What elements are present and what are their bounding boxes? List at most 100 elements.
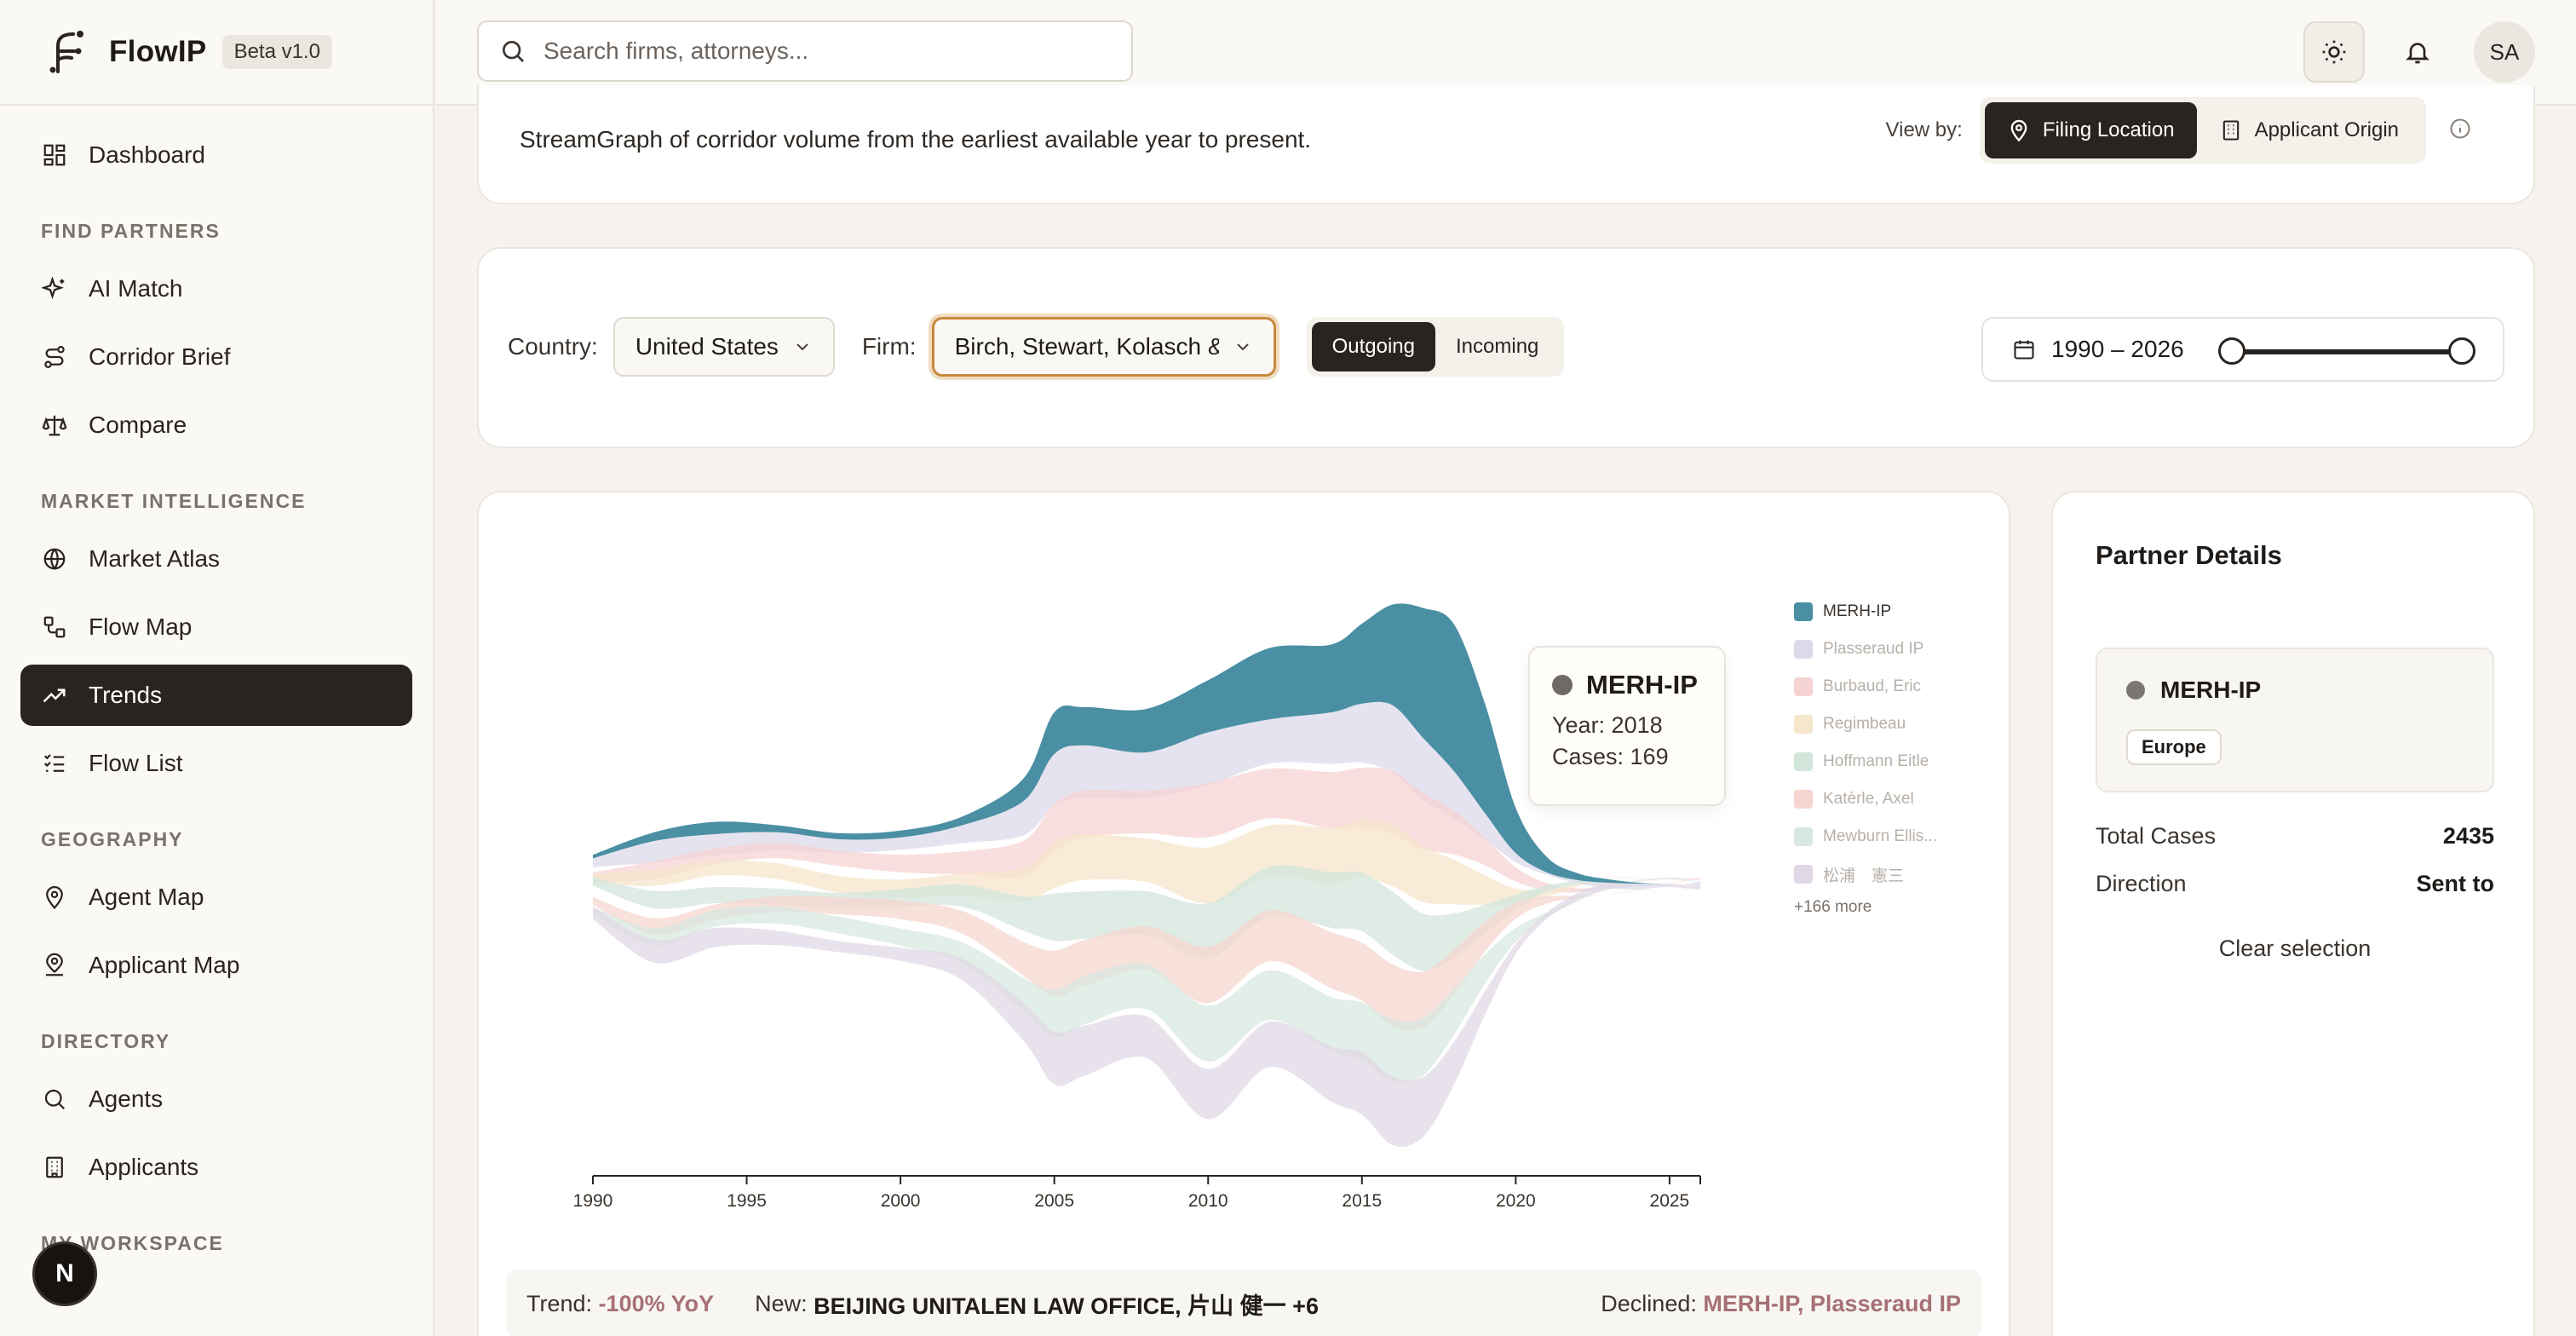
legend-label: Katèrle, Axel (1823, 790, 1914, 809)
view-by-label: View by: (1886, 118, 1963, 142)
page-description: StreamGraph of corridor volume from the … (520, 126, 1311, 153)
legend-swatch (1794, 677, 1813, 696)
search-box[interactable] (477, 20, 1133, 82)
incoming-button[interactable]: Incoming (1435, 322, 1559, 371)
tooltip-title: MERH-IP (1552, 670, 1724, 700)
declined-label: Declined: (1601, 1291, 1697, 1317)
legend-item[interactable]: MERH-IP (1794, 593, 1937, 631)
sidebar-item-ai-match[interactable]: AI Match (20, 258, 412, 320)
theme-toggle-button[interactable] (2303, 21, 2365, 83)
legend-label: Hoffmann Eitle (1823, 752, 1929, 771)
sidebar-item-flow-map[interactable]: Flow Map (20, 596, 412, 658)
legend-label: Plasseraud IP (1823, 640, 1923, 659)
legend-swatch (1794, 827, 1813, 846)
chart-legend: MERH-IP Plasseraud IP Burbaud, Eric Regimbe… (1794, 593, 1937, 917)
section-directory: DIRECTORY (0, 1030, 433, 1053)
total-cases-row: Total Cases 2435 (2096, 823, 2494, 849)
trend-summary-bar: Trend: -100% YoY New: BEIJING UNITALEN L… (506, 1270, 1981, 1336)
sidebar-item-dashboard[interactable]: Dashboard (20, 124, 412, 186)
partner-name: MERH-IP (2160, 677, 2261, 704)
legend-item[interactable]: Mewburn Ellis... (1794, 818, 1937, 855)
sidebar-item-label: Applicant Map (89, 952, 239, 979)
series-dot (1552, 675, 1573, 695)
firm-select[interactable]: Birch, Stewart, Kolasch & Birch (932, 317, 1276, 377)
sidebar-item-label: Compare (89, 412, 187, 439)
legend-label: 松浦 憲三 (1823, 863, 1904, 886)
info-icon[interactable] (2448, 117, 2472, 145)
trending-up-icon (41, 682, 68, 709)
list-check-icon (41, 750, 68, 777)
sidebar: FlowIP Beta v1.0 Dashboard FIND PARTNERS… (0, 0, 434, 1336)
legend-more[interactable]: +166 more (1794, 898, 1937, 917)
sidebar-item-agent-map[interactable]: Agent Map (20, 867, 412, 928)
legend-item[interactable]: Regimbeau (1794, 705, 1937, 743)
year-range-text: 1990 – 2026 (2051, 336, 2184, 363)
legend-item[interactable]: Katèrle, Axel (1794, 780, 1937, 818)
legend-swatch (1794, 865, 1813, 884)
floating-avatar[interactable]: N (32, 1241, 97, 1306)
sidebar-item-label: Agents (89, 1086, 163, 1113)
range-start-handle[interactable] (2218, 337, 2245, 365)
sidebar-item-label: Applicants (89, 1154, 198, 1181)
sidebar-item-label: Trends (89, 682, 162, 709)
view-applicant-origin-button[interactable]: Applicant Origin (2197, 102, 2421, 158)
sidebar-item-agents[interactable]: Agents (20, 1068, 412, 1130)
direction-value: Sent to (2417, 871, 2495, 897)
legend-swatch (1794, 715, 1813, 734)
app-name: FlowIP (109, 35, 207, 69)
globe-icon (41, 545, 68, 573)
legend-item[interactable]: Hoffmann Eitle (1794, 743, 1937, 780)
total-cases-value: 2435 (2443, 823, 2494, 849)
section-market-intelligence: MARKET INTELLIGENCE (0, 490, 433, 513)
section-geography: GEOGRAPHY (0, 828, 433, 851)
country-select[interactable]: United States (613, 317, 835, 377)
x-tick-label: 2005 (1034, 1191, 1074, 1211)
search-input[interactable] (543, 37, 1123, 65)
building-icon (41, 1154, 68, 1181)
sidebar-item-corridor-brief[interactable]: Corridor Brief (20, 326, 412, 388)
sidebar-item-compare[interactable]: Compare (20, 394, 412, 456)
legend-item[interactable]: Burbaud, Eric (1794, 668, 1937, 705)
clear-selection-button[interactable]: Clear selection (2096, 936, 2494, 962)
route-icon (41, 343, 68, 371)
notifications-button[interactable] (2387, 21, 2448, 83)
tooltip-series: MERH-IP (1586, 670, 1698, 700)
map-pin-icon (41, 884, 68, 911)
x-tick-label: 2010 (1188, 1191, 1228, 1211)
version-badge: Beta v1.0 (222, 35, 332, 69)
new-value: BEIJING UNITALEN LAW OFFICE, 片山 健一 +6 (814, 1287, 1319, 1321)
flow-map-icon (41, 613, 68, 641)
streamgraph-chart[interactable]: 1990 1995 2000 2005 2010 2015 2020 2025 (479, 492, 2009, 1336)
brand: FlowIP Beta v1.0 (0, 0, 433, 106)
legend-swatch (1794, 790, 1813, 809)
sidebar-item-label: Flow List (89, 750, 182, 777)
range-end-handle[interactable] (2448, 337, 2475, 365)
legend-label: Regimbeau (1823, 715, 1906, 734)
sidebar-item-label: Flow Map (89, 613, 192, 641)
country-value: United States (635, 333, 779, 360)
section-find-partners: FIND PARTNERS (0, 220, 433, 243)
tooltip-year: Year: 2018 (1552, 712, 1724, 739)
sidebar-item-market-atlas[interactable]: Market Atlas (20, 528, 412, 590)
view-by-control: View by: Filing Location Applicant Origi… (1886, 97, 2472, 164)
legend-item[interactable]: 松浦 憲三 (1794, 855, 1937, 893)
sidebar-item-trends[interactable]: Trends (20, 665, 412, 726)
year-range-slider[interactable] (2232, 349, 2462, 354)
sidebar-item-flow-list[interactable]: Flow List (20, 733, 412, 794)
sidebar-item-applicants[interactable]: Applicants (20, 1137, 412, 1198)
search-icon (499, 37, 526, 65)
filter-row: Country: United States Firm: Birch, Stew… (508, 317, 1564, 377)
outgoing-button[interactable]: Outgoing (1312, 322, 1435, 371)
legend-item[interactable]: Plasseraud IP (1794, 631, 1937, 668)
filters-card: Country: United States Firm: Birch, Stew… (477, 247, 2535, 448)
x-tick-label: 2020 (1496, 1191, 1536, 1211)
sidebar-item-applicant-map[interactable]: Applicant Map (20, 935, 412, 996)
chevron-down-icon (792, 337, 813, 357)
sidebar-item-label: Dashboard (89, 141, 205, 169)
view-filing-location-button[interactable]: Filing Location (1985, 102, 2197, 158)
x-tick-label: 2025 (1650, 1191, 1690, 1211)
legend-label: Burbaud, Eric (1823, 677, 1921, 696)
user-avatar[interactable]: SA (2474, 21, 2535, 83)
direction-label: Direction (2096, 871, 2187, 897)
tooltip-cases: Cases: 169 (1552, 744, 1724, 770)
